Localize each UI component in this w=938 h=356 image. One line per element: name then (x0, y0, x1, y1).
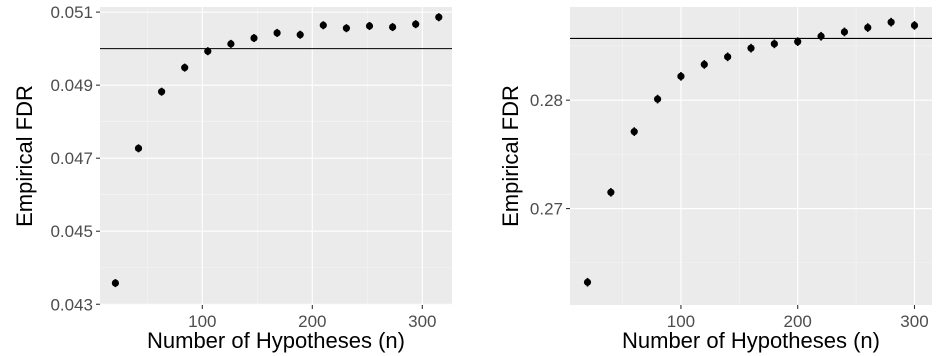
y-tick-label: 0.051 (50, 3, 93, 22)
data-point (319, 21, 327, 29)
data-point (111, 279, 119, 287)
data-point (747, 44, 755, 52)
data-point (181, 64, 189, 72)
plot-panel (100, 7, 452, 305)
data-point (677, 72, 685, 80)
x-tick-label: 200 (298, 312, 326, 331)
y-tick-label: 0.28 (530, 91, 563, 110)
x-tick-label: 100 (667, 312, 695, 331)
x-tick-label: 200 (784, 312, 812, 331)
x-tick-label: 100 (188, 312, 216, 331)
y-axis-title: Empirical FDR (498, 85, 523, 227)
data-point (630, 128, 638, 136)
data-point (365, 22, 374, 30)
y-tick-label: 0.047 (50, 149, 93, 168)
data-point (583, 278, 592, 286)
x-axis-title: Number of Hypotheses (n) (622, 328, 880, 353)
data-point (250, 34, 258, 42)
data-point (296, 31, 304, 39)
data-point (817, 32, 825, 40)
y-tick-label: 0.27 (530, 200, 563, 219)
y-axis-title: Empirical FDR (12, 85, 37, 227)
data-point (412, 20, 420, 28)
data-point (342, 24, 350, 32)
data-point (134, 144, 143, 152)
data-point (794, 38, 802, 46)
y-tick-label: 0.049 (50, 76, 93, 95)
data-point (887, 18, 895, 26)
data-point (724, 53, 732, 61)
data-point (607, 188, 615, 196)
x-axis-title: Number of Hypotheses (n) (147, 328, 405, 353)
y-tick-label: 0.045 (50, 222, 93, 241)
data-point (910, 21, 919, 30)
data-point (273, 29, 281, 37)
data-point (653, 95, 662, 103)
x-tick-label: 300 (408, 312, 436, 331)
x-tick-label: 300 (900, 312, 928, 331)
data-point (864, 23, 872, 32)
data-point (158, 88, 166, 96)
data-point (840, 28, 849, 36)
data-point (204, 47, 212, 55)
data-point (435, 13, 443, 21)
data-point (389, 23, 397, 31)
y-tick-label: 0.043 (50, 295, 93, 314)
plot-panel (570, 7, 932, 305)
data-point (770, 40, 778, 48)
data-point (227, 40, 235, 48)
data-point (700, 60, 708, 69)
